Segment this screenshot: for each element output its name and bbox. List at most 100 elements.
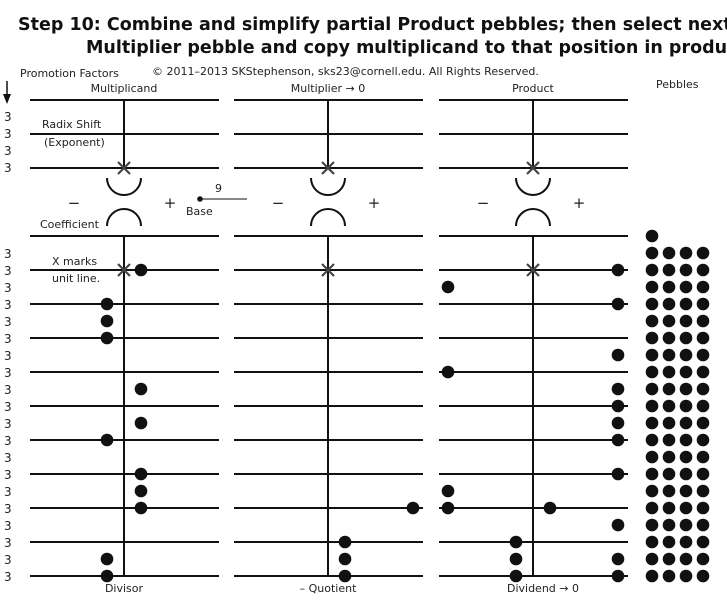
reserve-pebble[interactable]: [679, 450, 693, 464]
reserve-pebble[interactable]: [645, 229, 659, 243]
pebble[interactable]: [100, 552, 114, 566]
reserve-pebble[interactable]: [645, 552, 659, 566]
reserve-pebble[interactable]: [696, 348, 710, 362]
reserve-pebble[interactable]: [679, 280, 693, 294]
reserve-pebble[interactable]: [696, 314, 710, 328]
reserve-pebble[interactable]: [662, 433, 676, 447]
pebble[interactable]: [406, 501, 420, 515]
reserve-pebble[interactable]: [662, 484, 676, 498]
reserve-pebble[interactable]: [679, 416, 693, 430]
reserve-pebble[interactable]: [679, 484, 693, 498]
reserve-pebble[interactable]: [679, 331, 693, 345]
reserve-pebble[interactable]: [662, 467, 676, 481]
reserve-pebble[interactable]: [645, 416, 659, 430]
pebble[interactable]: [100, 297, 114, 311]
reserve-pebble[interactable]: [696, 297, 710, 311]
reserve-pebble[interactable]: [645, 365, 659, 379]
pebble[interactable]: [441, 365, 455, 379]
reserve-pebble[interactable]: [679, 501, 693, 515]
reserve-pebble[interactable]: [645, 399, 659, 413]
pebble[interactable]: [543, 501, 557, 515]
reserve-pebble[interactable]: [645, 348, 659, 362]
reserve-pebble[interactable]: [645, 314, 659, 328]
pebble[interactable]: [441, 501, 455, 515]
pebble[interactable]: [100, 331, 114, 345]
reserve-pebble[interactable]: [662, 297, 676, 311]
reserve-pebble[interactable]: [662, 399, 676, 413]
pebble[interactable]: [134, 263, 148, 277]
reserve-pebble[interactable]: [662, 280, 676, 294]
reserve-pebble[interactable]: [679, 365, 693, 379]
reserve-pebble[interactable]: [645, 535, 659, 549]
pebble[interactable]: [100, 314, 114, 328]
reserve-pebble[interactable]: [645, 263, 659, 277]
pebble[interactable]: [611, 552, 625, 566]
reserve-pebble[interactable]: [645, 467, 659, 481]
reserve-pebble[interactable]: [679, 263, 693, 277]
reserve-pebble[interactable]: [679, 518, 693, 532]
pebble[interactable]: [611, 348, 625, 362]
reserve-pebble[interactable]: [696, 399, 710, 413]
reserve-pebble[interactable]: [679, 535, 693, 549]
pebble[interactable]: [611, 433, 625, 447]
reserve-pebble[interactable]: [696, 246, 710, 260]
pebble[interactable]: [338, 535, 352, 549]
pebble[interactable]: [100, 433, 114, 447]
reserve-pebble[interactable]: [645, 433, 659, 447]
reserve-pebble[interactable]: [662, 382, 676, 396]
pebble[interactable]: [611, 263, 625, 277]
reserve-pebble[interactable]: [662, 569, 676, 583]
reserve-pebble[interactable]: [679, 569, 693, 583]
reserve-pebble[interactable]: [645, 331, 659, 345]
reserve-pebble[interactable]: [662, 246, 676, 260]
reserve-pebble[interactable]: [696, 569, 710, 583]
reserve-pebble[interactable]: [662, 450, 676, 464]
pebble[interactable]: [611, 467, 625, 481]
pebble[interactable]: [509, 535, 523, 549]
reserve-pebble[interactable]: [645, 297, 659, 311]
reserve-pebble[interactable]: [645, 450, 659, 464]
reserve-pebble[interactable]: [696, 382, 710, 396]
reserve-pebble[interactable]: [696, 450, 710, 464]
pebble[interactable]: [611, 399, 625, 413]
pebble[interactable]: [100, 569, 114, 583]
pebble-reserve[interactable]: [645, 229, 710, 583]
reserve-pebble[interactable]: [696, 331, 710, 345]
reserve-pebble[interactable]: [696, 518, 710, 532]
reserve-pebble[interactable]: [662, 518, 676, 532]
reserve-pebble[interactable]: [696, 433, 710, 447]
pebble[interactable]: [509, 569, 523, 583]
reserve-pebble[interactable]: [679, 467, 693, 481]
reserve-pebble[interactable]: [679, 433, 693, 447]
reserve-pebble[interactable]: [679, 297, 693, 311]
reserve-pebble[interactable]: [696, 263, 710, 277]
reserve-pebble[interactable]: [696, 467, 710, 481]
reserve-pebble[interactable]: [696, 501, 710, 515]
pebble[interactable]: [441, 484, 455, 498]
reserve-pebble[interactable]: [696, 484, 710, 498]
pebble[interactable]: [134, 382, 148, 396]
reserve-pebble[interactable]: [679, 399, 693, 413]
reserve-pebble[interactable]: [662, 348, 676, 362]
pebble[interactable]: [611, 569, 625, 583]
pebble[interactable]: [134, 484, 148, 498]
pebble[interactable]: [611, 382, 625, 396]
reserve-pebble[interactable]: [662, 416, 676, 430]
pebble[interactable]: [611, 416, 625, 430]
reserve-pebble[interactable]: [696, 552, 710, 566]
reserve-pebble[interactable]: [696, 535, 710, 549]
pebble[interactable]: [134, 416, 148, 430]
reserve-pebble[interactable]: [679, 552, 693, 566]
pebble[interactable]: [509, 552, 523, 566]
reserve-pebble[interactable]: [662, 552, 676, 566]
reserve-pebble[interactable]: [662, 501, 676, 515]
reserve-pebble[interactable]: [696, 365, 710, 379]
reserve-pebble[interactable]: [662, 314, 676, 328]
pebble[interactable]: [611, 297, 625, 311]
pebble[interactable]: [338, 569, 352, 583]
reserve-pebble[interactable]: [679, 246, 693, 260]
reserve-pebble[interactable]: [645, 518, 659, 532]
reserve-pebble[interactable]: [645, 484, 659, 498]
reserve-pebble[interactable]: [662, 263, 676, 277]
reserve-pebble[interactable]: [679, 314, 693, 328]
